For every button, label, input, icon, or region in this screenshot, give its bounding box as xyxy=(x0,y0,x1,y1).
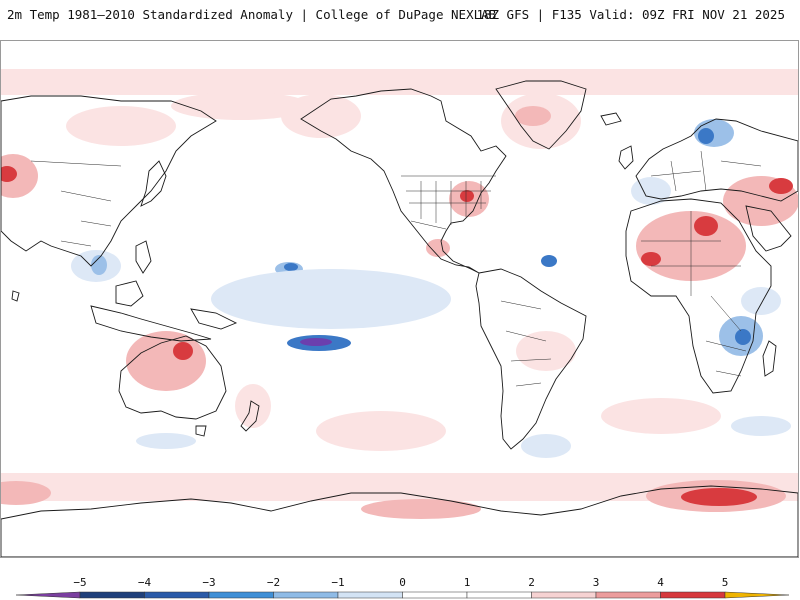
coast-japan xyxy=(140,160,167,207)
colorbar-bin xyxy=(273,591,339,599)
coast-sri-lanka xyxy=(11,290,20,302)
coast-new-zealand xyxy=(240,400,260,432)
colorbar: −5 −4 −3 −2 −1 0 1 2 3 4 5 xyxy=(0,575,800,600)
coast-philippines xyxy=(135,240,152,274)
warm-alaska xyxy=(281,94,361,138)
colorbar-tick-label: −1 xyxy=(331,576,344,589)
warm-new-zealand xyxy=(235,384,271,428)
coast-uk xyxy=(618,145,634,170)
colorbar-bin xyxy=(208,591,274,599)
warm-south-america xyxy=(516,331,576,371)
border-europe xyxy=(650,150,762,192)
warm-antarctic-west xyxy=(1,481,51,505)
warm-antarctic-east-core xyxy=(681,488,757,506)
colorbar-bin xyxy=(531,591,597,599)
colorbar-tick-label: 3 xyxy=(593,576,600,589)
border-south-america xyxy=(500,300,552,387)
coast-asia-west-edge xyxy=(1,95,217,267)
coast-antarctica xyxy=(1,485,798,557)
warm-north-pacific-2 xyxy=(171,92,311,120)
cool-caribbean xyxy=(541,255,557,267)
border-us-mexico xyxy=(410,220,447,230)
colorbar-bin xyxy=(402,591,468,599)
anomaly-map[interactable] xyxy=(0,40,799,558)
colorbar-tick-label: −2 xyxy=(267,576,280,589)
header: 2m Temp 1981–2010 Standardized Anomaly |… xyxy=(0,0,800,30)
map-title: 2m Temp 1981–2010 Standardized Anomaly |… xyxy=(7,7,497,22)
warm-west-edge xyxy=(1,154,38,198)
political-borders xyxy=(30,150,762,387)
warm-greenland-core xyxy=(515,106,551,126)
cool-southern-pacific xyxy=(136,433,196,449)
colorbar-bin xyxy=(466,591,532,599)
warm-south-atlantic xyxy=(601,398,721,434)
colorbar-tick-label: −4 xyxy=(138,576,152,589)
warm-north-pacific xyxy=(66,106,176,146)
colorbar-tick-label: 0 xyxy=(399,576,406,589)
colorbar-bin xyxy=(595,591,661,599)
colorbar-bin xyxy=(660,591,726,599)
cool-pacific-south-core xyxy=(300,338,332,346)
coast-new-guinea xyxy=(190,308,238,330)
colorbar-arrow-max xyxy=(724,591,790,599)
colorbar-tick-label: −5 xyxy=(73,576,86,589)
coast-tasmania xyxy=(195,425,207,437)
cool-east-africa-core xyxy=(735,329,751,345)
colorbar-canvas: −5 −4 −3 −2 −1 0 1 2 3 4 5 xyxy=(15,576,790,599)
colorbar-bin xyxy=(337,591,403,599)
colorbar-bin xyxy=(79,591,145,599)
cool-pacific-north-core xyxy=(284,263,298,271)
warm-antarctic-center xyxy=(361,499,481,519)
border-africa xyxy=(641,211,747,377)
colorbar-tick-label: −3 xyxy=(202,576,215,589)
border-asia xyxy=(30,160,122,247)
colorbar-arrow-min xyxy=(15,591,81,599)
cool-patagonia xyxy=(521,434,571,458)
cool-indian-ocean-south xyxy=(731,416,791,436)
coast-madagascar xyxy=(762,340,777,377)
warm-west-edge-core xyxy=(1,166,17,182)
coast-greenland xyxy=(495,80,587,150)
model-valid-time: 18Z GFS | F135 Valid: 09Z FRI NOV 21 202… xyxy=(476,7,785,22)
colorbar-bin xyxy=(144,591,210,599)
coast-australia xyxy=(118,335,227,420)
cool-equatorial-pacific xyxy=(211,269,451,329)
cool-scandinavia-core xyxy=(698,128,714,144)
colorbar-tick-label: 1 xyxy=(464,576,471,589)
coast-borneo xyxy=(115,280,144,307)
warm-band-arctic xyxy=(1,69,798,95)
colorbar-tick-label: 5 xyxy=(722,576,729,589)
coast-north-america xyxy=(300,88,507,274)
cool-anomaly-shading xyxy=(71,119,791,458)
warm-arabia-core xyxy=(769,178,793,194)
warm-south-pacific xyxy=(316,411,446,451)
coastlines xyxy=(1,80,798,557)
cool-southeast-asia-core xyxy=(91,255,107,275)
colorbar-tick-label: 4 xyxy=(657,576,664,589)
colorbar-tick-label: 2 xyxy=(528,576,535,589)
warm-sahara-core xyxy=(694,216,718,236)
coast-indonesia xyxy=(90,305,212,342)
warm-west-africa xyxy=(641,252,661,266)
coast-africa xyxy=(625,198,772,394)
coast-south-america xyxy=(475,268,587,450)
cool-europe-west xyxy=(631,177,671,205)
border-us-states-2 xyxy=(406,190,491,204)
map-canvas xyxy=(1,69,798,557)
cool-indian-ocean xyxy=(741,287,781,315)
coast-arabia xyxy=(745,205,792,252)
coast-europe xyxy=(635,118,798,202)
warm-australia-core xyxy=(173,342,193,360)
warm-us-core xyxy=(460,190,474,202)
coast-iceland xyxy=(600,112,622,126)
